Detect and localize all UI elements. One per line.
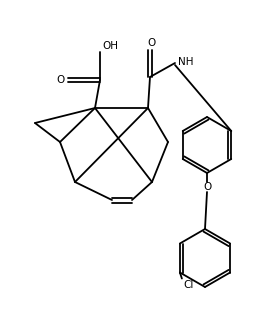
Text: O: O xyxy=(203,182,211,192)
Text: O: O xyxy=(147,38,155,48)
Text: OH: OH xyxy=(102,41,118,51)
Text: O: O xyxy=(57,75,65,85)
Text: NH: NH xyxy=(178,57,194,67)
Text: Cl: Cl xyxy=(183,280,193,290)
